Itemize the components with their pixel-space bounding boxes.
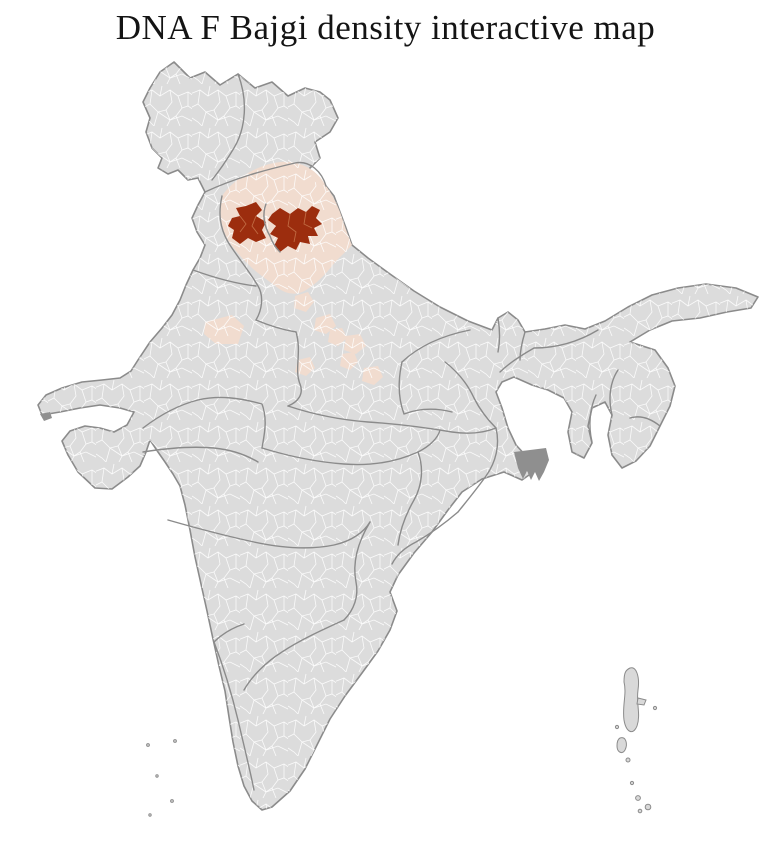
island[interactable] bbox=[148, 813, 152, 817]
district-high[interactable] bbox=[268, 206, 322, 252]
island[interactable] bbox=[146, 743, 150, 747]
island[interactable] bbox=[635, 795, 641, 801]
page-title: DNA F Bajgi density interactive map bbox=[115, 8, 656, 47]
state-borders bbox=[142, 73, 661, 791]
island[interactable] bbox=[625, 757, 631, 763]
island[interactable] bbox=[155, 774, 159, 778]
island[interactable] bbox=[652, 705, 658, 711]
district-high[interactable] bbox=[228, 202, 266, 244]
sundarbans-delta bbox=[514, 448, 549, 481]
lakshadweep-islands[interactable] bbox=[146, 739, 177, 817]
island[interactable] bbox=[644, 803, 652, 811]
island[interactable] bbox=[616, 737, 627, 754]
island[interactable] bbox=[637, 808, 643, 814]
island[interactable] bbox=[170, 799, 174, 803]
island[interactable] bbox=[614, 724, 620, 730]
island[interactable] bbox=[173, 739, 177, 743]
delta-patches bbox=[40, 412, 549, 481]
island[interactable] bbox=[636, 697, 647, 706]
andaman-nicobar-islands[interactable] bbox=[614, 667, 658, 814]
state-border-through-highlands bbox=[263, 203, 281, 253]
high-density-inner-borders bbox=[239, 211, 313, 243]
kutch-islet bbox=[40, 412, 52, 421]
high-density-districts[interactable] bbox=[228, 202, 322, 252]
island[interactable] bbox=[629, 780, 635, 786]
island[interactable] bbox=[623, 667, 640, 733]
